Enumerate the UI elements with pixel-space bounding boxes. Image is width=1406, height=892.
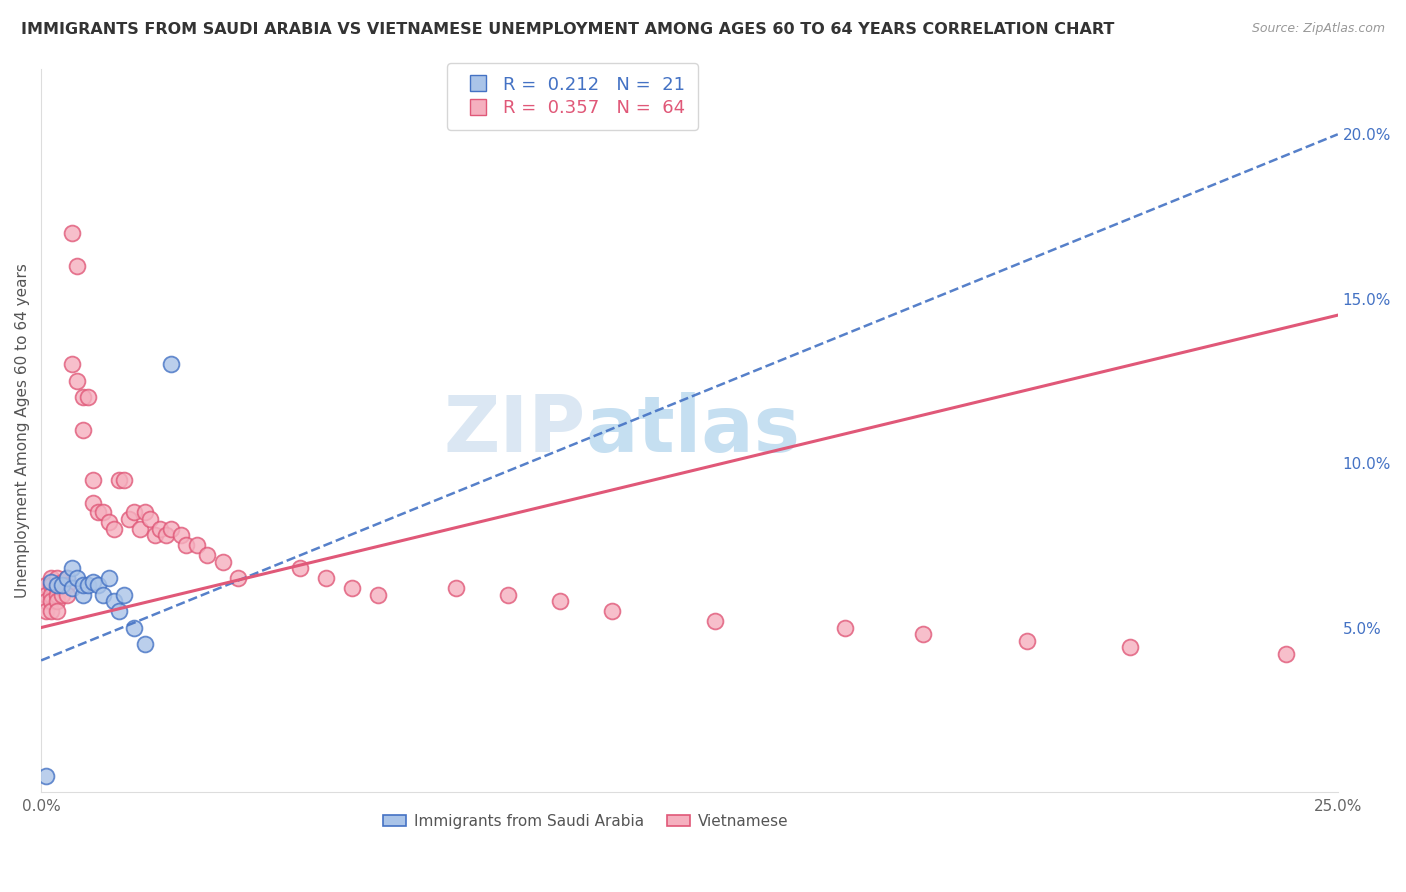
- Point: [66, 259, 89, 273]
- Text: Source: ZipAtlas.com: Source: ZipAtlas.com: [1251, 22, 1385, 36]
- Point: [35, 594, 58, 608]
- Point: [103, 594, 125, 608]
- Point: [834, 621, 856, 635]
- Point: [911, 627, 934, 641]
- Point: [124, 621, 146, 635]
- Point: [112, 473, 135, 487]
- Text: IMMIGRANTS FROM SAUDI ARABIA VS VIETNAMESE UNEMPLOYMENT AMONG AGES 60 TO 64 YEAR: IMMIGRANTS FROM SAUDI ARABIA VS VIETNAME…: [21, 22, 1115, 37]
- Point: [82, 495, 104, 509]
- Point: [134, 505, 156, 519]
- Point: [72, 578, 94, 592]
- Point: [226, 571, 249, 585]
- Point: [51, 581, 73, 595]
- Point: [315, 571, 337, 585]
- Point: [76, 578, 98, 592]
- Point: [176, 538, 198, 552]
- Point: [108, 473, 131, 487]
- Point: [45, 588, 67, 602]
- Point: [186, 538, 208, 552]
- Point: [35, 604, 58, 618]
- Point: [170, 528, 193, 542]
- Point: [87, 578, 110, 592]
- Point: [93, 588, 115, 602]
- Point: [60, 581, 83, 595]
- Point: [72, 423, 94, 437]
- Point: [342, 581, 364, 595]
- Point: [211, 555, 233, 569]
- Text: atlas: atlas: [586, 392, 800, 468]
- Point: [66, 571, 89, 585]
- Point: [56, 571, 79, 585]
- Point: [103, 522, 125, 536]
- Point: [51, 578, 73, 592]
- Point: [149, 522, 172, 536]
- Point: [60, 358, 83, 372]
- Point: [128, 522, 150, 536]
- Point: [82, 473, 104, 487]
- Point: [159, 358, 181, 372]
- Point: [159, 522, 181, 536]
- Point: [41, 604, 63, 618]
- Point: [108, 604, 131, 618]
- Point: [290, 561, 312, 575]
- Point: [112, 588, 135, 602]
- Point: [41, 588, 63, 602]
- Point: [195, 548, 218, 562]
- Point: [45, 581, 67, 595]
- Point: [56, 578, 79, 592]
- Point: [1119, 640, 1142, 655]
- Point: [51, 588, 73, 602]
- Point: [35, 578, 58, 592]
- Point: [41, 574, 63, 589]
- Point: [66, 374, 89, 388]
- Point: [56, 571, 79, 585]
- Point: [45, 571, 67, 585]
- Point: [155, 528, 177, 542]
- Point: [56, 588, 79, 602]
- Point: [444, 581, 467, 595]
- Point: [143, 528, 166, 542]
- Point: [97, 571, 120, 585]
- Point: [41, 571, 63, 585]
- Y-axis label: Unemployment Among Ages 60 to 64 years: Unemployment Among Ages 60 to 64 years: [15, 263, 30, 598]
- Point: [51, 574, 73, 589]
- Point: [134, 637, 156, 651]
- Point: [82, 574, 104, 589]
- Point: [87, 505, 110, 519]
- Point: [35, 588, 58, 602]
- Point: [704, 614, 727, 628]
- Point: [139, 512, 162, 526]
- Point: [118, 512, 141, 526]
- Point: [93, 505, 115, 519]
- Point: [97, 516, 120, 530]
- Point: [35, 768, 58, 782]
- Point: [367, 588, 389, 602]
- Text: ZIP: ZIP: [443, 392, 586, 468]
- Point: [45, 578, 67, 592]
- Point: [45, 594, 67, 608]
- Point: [124, 505, 146, 519]
- Point: [41, 578, 63, 592]
- Legend: Immigrants from Saudi Arabia, Vietnamese: Immigrants from Saudi Arabia, Vietnamese: [377, 808, 794, 835]
- Point: [548, 594, 571, 608]
- Point: [72, 588, 94, 602]
- Point: [72, 390, 94, 404]
- Point: [600, 604, 623, 618]
- Point: [41, 594, 63, 608]
- Point: [1275, 647, 1298, 661]
- Point: [1015, 633, 1038, 648]
- Point: [76, 390, 98, 404]
- Point: [496, 588, 519, 602]
- Point: [60, 226, 83, 240]
- Point: [60, 561, 83, 575]
- Point: [45, 604, 67, 618]
